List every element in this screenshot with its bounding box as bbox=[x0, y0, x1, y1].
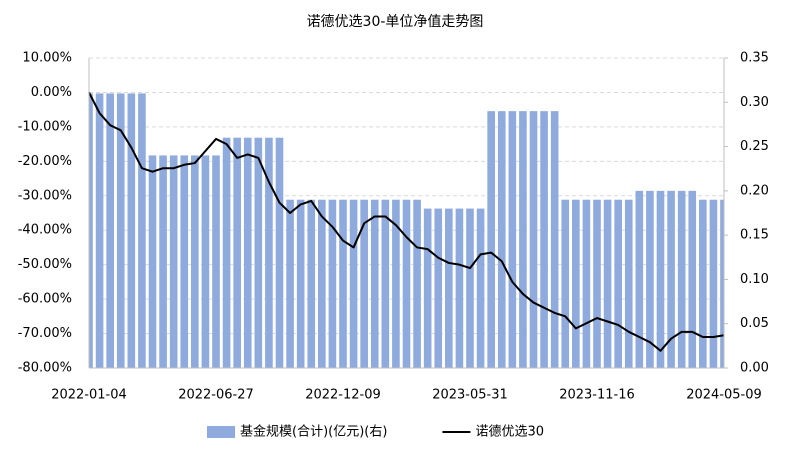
bar bbox=[116, 93, 125, 368]
bar bbox=[349, 199, 358, 368]
bar bbox=[201, 155, 210, 368]
bar bbox=[339, 199, 347, 368]
x-tick-label: 2023-11-16 bbox=[559, 388, 635, 403]
bar bbox=[561, 199, 570, 368]
y-tick-label: -40.00% bbox=[18, 223, 72, 238]
bar bbox=[519, 111, 527, 368]
legend-swatch bbox=[207, 426, 235, 438]
y-tick-label: -30.00% bbox=[18, 188, 72, 203]
bar bbox=[159, 155, 167, 368]
y2-tick-label: 0.35 bbox=[740, 51, 769, 66]
bar bbox=[402, 199, 411, 368]
legend-label: 基金规模(合计)(亿元)(右) bbox=[240, 424, 387, 440]
bar bbox=[286, 199, 294, 368]
y2-tick-label: 0.20 bbox=[740, 183, 769, 198]
bar bbox=[296, 199, 305, 368]
bar bbox=[413, 199, 421, 368]
y-tick-label: 0.00% bbox=[31, 85, 72, 100]
bar bbox=[476, 208, 485, 368]
line bbox=[88, 91, 725, 352]
chart-title: 诺德优选30-单位净值走势图 bbox=[307, 14, 484, 30]
bar bbox=[529, 111, 538, 368]
x-tick-label: 2022-01-04 bbox=[51, 388, 127, 403]
bar bbox=[720, 199, 724, 368]
bar bbox=[275, 137, 284, 368]
bar bbox=[550, 111, 559, 368]
bar bbox=[106, 93, 114, 368]
bar bbox=[265, 137, 273, 368]
y2-tick-label: 0.30 bbox=[740, 95, 769, 110]
labels: 10.00% 0.00% -10.00% -20.00% -30.00% -40.00% -… bbox=[18, 51, 769, 440]
y-tick-label: -50.00% bbox=[18, 257, 72, 272]
lines bbox=[88, 91, 725, 352]
bar bbox=[360, 199, 368, 368]
bar bbox=[307, 199, 316, 368]
bar bbox=[180, 155, 189, 368]
bar bbox=[191, 155, 199, 368]
bar bbox=[497, 111, 506, 368]
y2-tick-label: 0.05 bbox=[740, 316, 769, 331]
legend-label: 诺德优选30 bbox=[475, 425, 544, 440]
bar bbox=[572, 199, 580, 368]
y2-tick-label: 0.00 bbox=[740, 361, 769, 376]
bar bbox=[233, 137, 241, 368]
x-tick-label: 2022-12-09 bbox=[305, 388, 381, 403]
bar bbox=[677, 190, 686, 368]
bar bbox=[127, 93, 136, 368]
bar bbox=[423, 208, 432, 368]
bar bbox=[582, 199, 591, 368]
bar bbox=[614, 199, 622, 368]
bar bbox=[709, 199, 718, 368]
bar bbox=[212, 155, 220, 368]
bar bbox=[254, 137, 263, 368]
bar bbox=[667, 190, 675, 368]
bar bbox=[445, 208, 453, 368]
bar bbox=[89, 93, 93, 368]
bar bbox=[466, 208, 474, 368]
bar bbox=[699, 199, 707, 368]
y-tick-label: -60.00% bbox=[18, 292, 72, 307]
y-tick-label: -80.00% bbox=[18, 361, 72, 376]
y-tick-label: -10.00% bbox=[18, 119, 72, 134]
bar bbox=[688, 190, 697, 368]
bar bbox=[624, 199, 633, 368]
bar bbox=[455, 208, 464, 368]
bar bbox=[148, 155, 157, 368]
x-tick-label: 2024-05-09 bbox=[686, 388, 762, 403]
bar bbox=[508, 111, 517, 368]
y-tick-label: -20.00% bbox=[18, 154, 72, 169]
y2-tick-label: 0.10 bbox=[740, 272, 769, 287]
bar bbox=[593, 199, 601, 368]
bars bbox=[89, 93, 724, 368]
bar bbox=[635, 190, 644, 368]
bar bbox=[328, 199, 337, 368]
bar bbox=[138, 93, 146, 368]
bar bbox=[381, 199, 390, 368]
bar bbox=[169, 155, 178, 368]
y2-tick-label: 0.25 bbox=[740, 139, 769, 154]
bar bbox=[318, 199, 326, 368]
bar bbox=[434, 208, 443, 368]
y-tick-label: -70.00% bbox=[18, 326, 72, 341]
y-tick-label: 10.00% bbox=[22, 51, 72, 66]
bar bbox=[370, 199, 379, 368]
bar bbox=[646, 190, 654, 368]
bar bbox=[487, 111, 495, 368]
bar bbox=[656, 190, 665, 368]
y2-tick-label: 0.15 bbox=[740, 228, 769, 243]
x-tick-label: 2022-06-27 bbox=[178, 388, 254, 403]
bar bbox=[603, 199, 612, 368]
bar bbox=[243, 137, 252, 368]
bar bbox=[540, 111, 548, 368]
x-tick-label: 2023-05-31 bbox=[432, 388, 508, 403]
bar bbox=[95, 93, 104, 368]
bar bbox=[222, 137, 231, 368]
bar bbox=[392, 199, 400, 368]
